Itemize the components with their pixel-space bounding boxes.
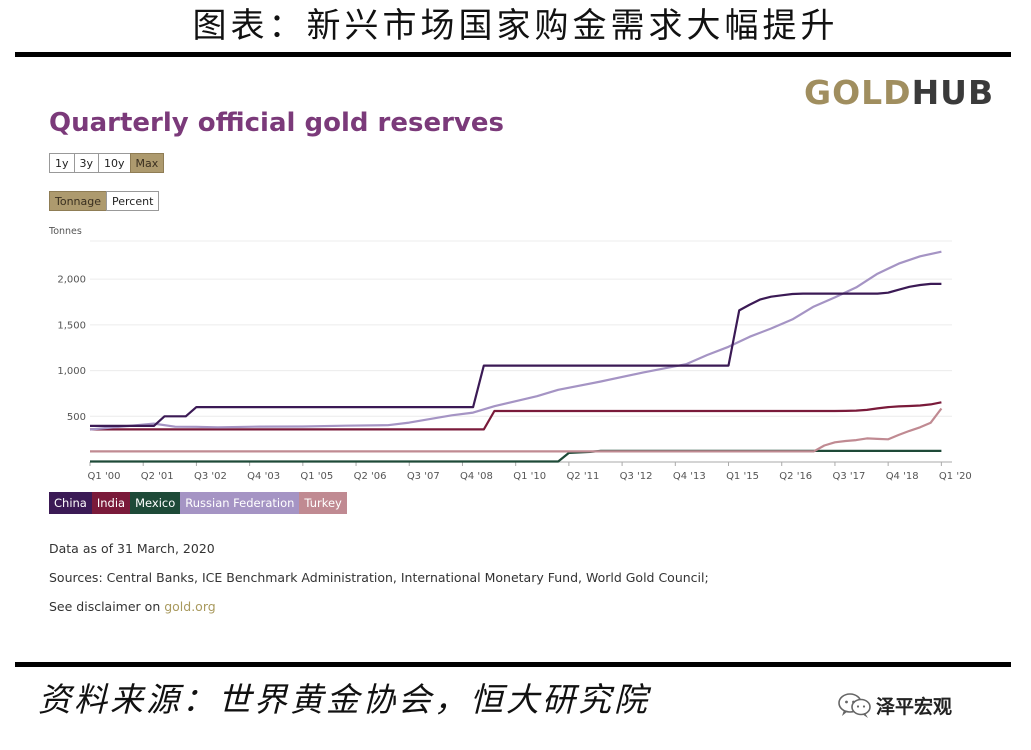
series-legend: China India Mexico Russian Federation Turkey [49,492,347,514]
series-line-russian-federation [89,250,942,431]
legend-item-india[interactable]: India [91,492,131,514]
x-tick-label: Q1 '15 [726,471,759,482]
legend-item-china[interactable]: China [49,492,92,514]
sources-note: Sources: Central Banks, ICE Benchmark Ad… [49,570,709,585]
series-line-india [90,401,942,431]
y-tick-label: 2,000 [57,275,86,286]
series-line-china [90,282,942,427]
legend-item-mexico[interactable]: Mexico [130,492,181,514]
x-tick-label: Q4 '03 [247,471,280,482]
wechat-account-badge: 泽平宏观 [836,690,952,720]
mode-tonnage-button[interactable]: Tonnage [49,191,108,211]
logo-gold-text: GOLD [804,73,912,112]
account-name: 泽平宏观 [876,695,953,718]
x-tick-label: Q4 '08 [460,471,493,482]
x-tick-label: Q3 '07 [407,471,440,482]
x-tick-label: Q4 '18 [886,471,919,482]
data-date-note: Data as of 31 March, 2020 [49,541,215,556]
x-tick-label: Q1 '05 [300,471,333,482]
source-attribution: 资料来源：世界黄金协会，恒大研究院 [38,680,650,719]
legend-item-russian-federation[interactable]: Russian Federation [180,492,300,514]
disclaimer-note: See disclaimer on gold.org [49,599,216,614]
mode-percent-button[interactable]: Percent [106,191,160,211]
logo-hub-text: HUB [911,73,995,112]
y-tick-label: 1,500 [57,320,86,331]
x-tick-label: Q2 '01 [141,471,174,482]
y-tick-label: 1,000 [57,366,86,377]
wechat-icon [838,693,871,718]
bottom-divider [15,662,1011,667]
figure-title: 图表：新兴市场国家购金需求大幅提升 [192,6,839,46]
legend-item-turkey[interactable]: Turkey [299,492,347,514]
x-tick-label: Q3 '17 [832,471,865,482]
gold-org-link[interactable]: gold.org [164,599,216,614]
chart-title: Quarterly official gold reserves [49,108,504,138]
x-tick-label: Q1 '20 [939,471,972,482]
gold-reserves-line-chart: Tonnes 500 1,000 1,500 2,000 Q1 '00 Q2 '01 Q3 '… [48,226,972,482]
x-tick-label: Q2 '06 [354,471,387,482]
x-tick-label: Q3 '02 [194,471,227,482]
time-range-selector: 1y 3y 10y Max [49,153,165,173]
y-axis-label: Tonnes [48,226,82,237]
range-1y-button[interactable]: 1y [49,153,75,173]
disclaimer-prefix: See disclaimer on [49,599,165,614]
y-tick-label: 500 [67,412,86,423]
unit-mode-selector: Tonnage Percent [49,191,160,211]
x-tick-label: Q3 '12 [620,471,653,482]
series-line-turkey [90,407,943,453]
range-3y-button[interactable]: 3y [73,153,100,173]
range-max-button[interactable]: Max [129,153,165,173]
x-tick-label: Q1 '10 [513,471,546,482]
goldhub-logo: GOLDHUB [804,76,994,110]
x-tick-label: Q2 '16 [779,471,812,482]
x-tick-label: Q2 '11 [566,471,599,482]
range-10y-button[interactable]: 10y [98,153,131,173]
x-tick-label: Q4 '13 [673,471,706,482]
x-tick-label: Q1 '00 [88,471,121,482]
top-divider [15,52,1011,57]
